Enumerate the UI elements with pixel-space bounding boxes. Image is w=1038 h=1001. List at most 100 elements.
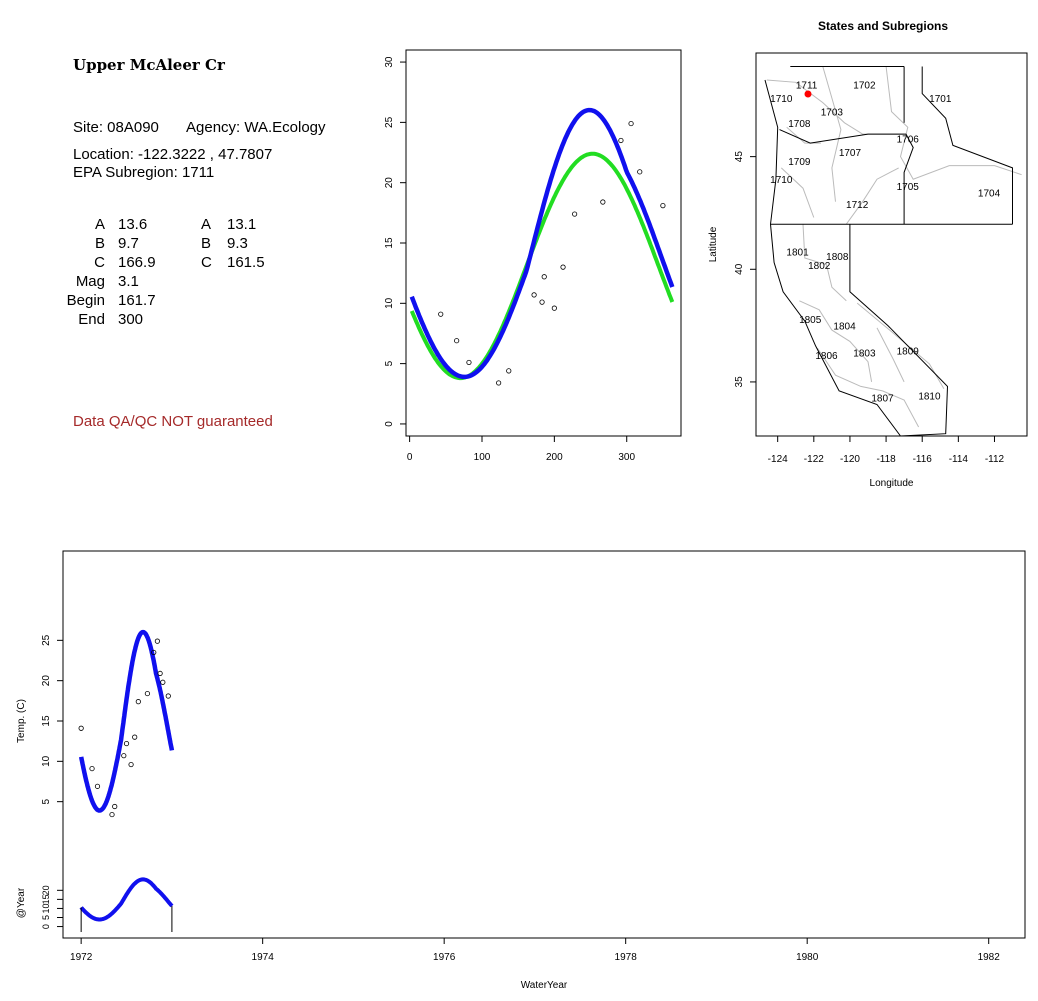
y-axis-label: Latitude: [708, 226, 719, 262]
region-label: 1801: [786, 247, 809, 258]
param-left-label: End: [78, 311, 105, 328]
param-left-value: 13.6: [118, 216, 148, 233]
region-label: 1808: [826, 252, 849, 263]
data-point: [144, 690, 151, 697]
x-axis-label: WaterYear: [521, 980, 568, 991]
y-tick-label: 20: [41, 675, 52, 687]
region-label: 1809: [897, 346, 920, 357]
region-label: 1807: [871, 394, 894, 405]
data-point: [112, 803, 118, 810]
param-left-label: Begin: [66, 292, 105, 309]
y-tick-label: 10: [41, 755, 52, 767]
y-tick-label: 30: [384, 56, 395, 68]
x-tick-label: 1976: [433, 952, 456, 963]
region-label: 1806: [815, 351, 838, 362]
subregion-boundary: [799, 300, 873, 382]
param-left-label: C: [94, 254, 105, 271]
param-left-value: 300: [118, 311, 144, 328]
region-label: 1712: [846, 200, 869, 211]
region-label: 1710: [770, 175, 793, 186]
data-point: [539, 299, 545, 305]
x-tick-label: 1978: [615, 952, 638, 963]
param-left-value: 3.1: [118, 273, 139, 290]
x-tick-label: -124: [768, 454, 788, 465]
y-tick-label: 35: [734, 376, 745, 388]
y2-tick-label: 10: [41, 903, 51, 913]
x-tick-label: 1980: [796, 952, 819, 963]
region-label: 1708: [788, 119, 811, 130]
data-point: [89, 765, 95, 772]
param-left-label: B: [94, 235, 105, 252]
y-tick-label: 45: [734, 151, 745, 163]
param-right-value: 9.3: [227, 235, 248, 252]
y-tick-label: 15: [384, 237, 395, 249]
plot-frame: [62, 550, 1026, 939]
plot-frame: [405, 49, 682, 437]
subregion-boundary: [876, 327, 905, 383]
param-left-value: 9.7: [118, 235, 139, 252]
x-tick-label: -118: [876, 454, 896, 465]
y2-axis-label: @Year: [16, 887, 27, 918]
region-label: 1802: [808, 261, 831, 272]
state-boundary: [779, 129, 914, 225]
region-label: 1706: [897, 135, 920, 146]
param-left-label: Mag: [75, 273, 105, 290]
subregion-boundary: [816, 347, 920, 428]
agency: Agency: WA.Ecology: [186, 119, 326, 136]
seasonal-chart: 0 100 200 300 0 5 10 15 20 25 30: [384, 49, 682, 463]
site-marker: [804, 90, 812, 98]
data-point: [78, 725, 84, 731]
x-tick-label: 100: [474, 452, 491, 463]
y-tick-label: 40: [734, 263, 745, 275]
x-tick-label: -114: [949, 454, 969, 465]
data-point: [132, 734, 138, 740]
map-title: States and Subregions: [818, 19, 949, 33]
annual-fit-line: [79, 877, 174, 922]
subregion-map: 1702170117111710170317081706170717091710…: [708, 52, 1028, 489]
subregion-boundary: [780, 167, 815, 218]
data-point: [531, 292, 537, 298]
subregion-boundary: [786, 126, 821, 144]
y-tick-label: 0: [384, 421, 395, 427]
y-tick-label: 25: [384, 116, 395, 128]
y-tick-label: 25: [41, 634, 52, 646]
x-tick-label: 1972: [70, 952, 93, 963]
data-point: [496, 380, 502, 386]
y2-tick-label: 20: [41, 885, 51, 895]
data-point: [109, 811, 115, 818]
data-point: [466, 359, 472, 366]
data-point: [157, 670, 163, 677]
fit-line: [409, 107, 675, 380]
subregion-boundary: [845, 167, 899, 225]
region-label: 1701: [929, 94, 952, 105]
qa-disclaimer: Data QA/QC NOT guaranteed: [73, 413, 273, 430]
data-point: [637, 169, 643, 175]
region-label: 1702: [853, 81, 876, 92]
param-right-label: B: [201, 235, 212, 252]
data-point: [551, 305, 557, 311]
data-point: [151, 649, 157, 656]
x-tick-label: 0: [407, 452, 413, 463]
map-frame: [755, 52, 1028, 437]
site-id: Site: 08A090: [73, 119, 159, 136]
data-point: [165, 693, 171, 699]
param-right-label: C: [201, 254, 212, 271]
data-point: [154, 638, 160, 644]
data-point: [506, 368, 512, 374]
param-right-value: 13.1: [227, 216, 257, 233]
x-tick-label: -122: [804, 454, 824, 465]
data-point: [660, 203, 666, 209]
data-point: [160, 679, 166, 685]
region-label: 1711: [796, 81, 818, 92]
param-right-label: A: [201, 216, 212, 233]
y-tick-label: 10: [384, 297, 395, 309]
y-axis-label: Temp. (C): [16, 699, 27, 743]
data-point: [121, 753, 127, 759]
data-point: [135, 699, 141, 705]
epa-subregion: EPA Subregion: 1711: [73, 164, 215, 181]
y2-tick-label: 0: [41, 924, 51, 929]
y2-tick-label: 5: [41, 915, 51, 920]
x-tick-label: 1974: [252, 952, 275, 963]
region-label: 1803: [853, 349, 876, 360]
data-point: [541, 274, 547, 280]
